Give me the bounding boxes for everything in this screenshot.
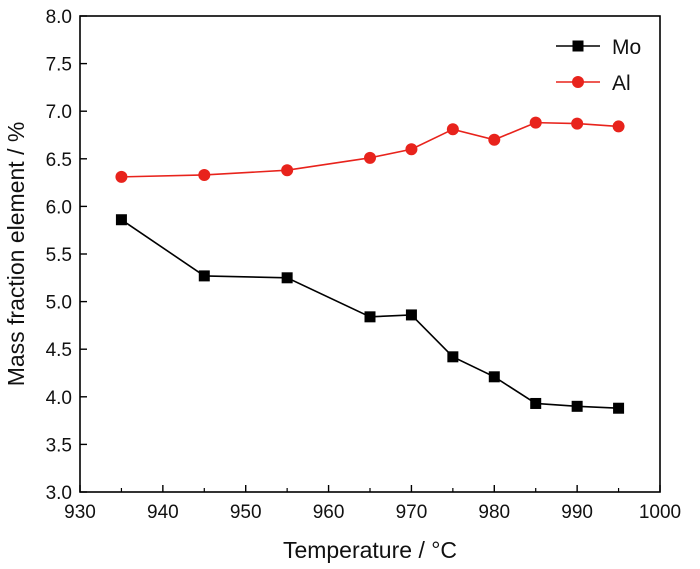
y-tick-label: 8.0 — [46, 7, 72, 28]
data-point-al — [488, 133, 501, 146]
x-tick-label: 990 — [561, 502, 593, 523]
x-tick-label: 960 — [313, 502, 345, 523]
legend-marker-mo — [572, 40, 584, 52]
x-tick-label: 940 — [147, 502, 179, 523]
data-point-mo — [613, 402, 625, 414]
data-point-al — [571, 117, 584, 130]
legend-item-mo: Mo — [556, 36, 641, 59]
y-tick-label: 7.5 — [46, 55, 72, 76]
series-line-mo — [120, 219, 619, 410]
x-tick-label: 930 — [64, 502, 96, 523]
data-point-mo — [115, 214, 127, 226]
y-tick-label: 5.5 — [46, 245, 72, 266]
x-axis-ticks: 930 940 950 960 970 980 990 1000 — [64, 485, 681, 523]
data-point-mo — [198, 270, 210, 282]
y-axis-title: Mass fraction element / % — [3, 122, 29, 387]
series-layer — [115, 116, 625, 414]
data-point-mo — [281, 272, 293, 284]
y-tick-label: 6.0 — [46, 197, 72, 218]
series-al — [115, 116, 625, 183]
plot-frame — [79, 15, 661, 493]
x-axis-title: Temperature / °C — [283, 537, 457, 563]
data-point-mo — [530, 397, 542, 409]
y-tick-label: 3.5 — [46, 435, 72, 456]
data-point-mo — [447, 351, 459, 363]
y-tick-label: 7.0 — [46, 102, 72, 123]
data-point-mo — [571, 400, 583, 412]
data-point-mo — [488, 371, 500, 383]
y-tick-label: 5.0 — [46, 293, 72, 314]
data-point-mo — [405, 309, 417, 321]
data-point-al — [405, 143, 418, 156]
data-point-al — [281, 164, 294, 177]
y-tick-label: 3.0 — [46, 483, 72, 504]
data-point-al — [612, 120, 625, 133]
series-line-al — [121, 121, 619, 178]
x-tick-label: 1000 — [639, 502, 681, 523]
x-tick-label: 950 — [230, 502, 262, 523]
y-tick-label: 4.5 — [46, 340, 72, 361]
x-tick-label: 980 — [478, 502, 510, 523]
x-tick-label: 970 — [396, 502, 428, 523]
data-point-al — [529, 116, 542, 129]
legend-label-mo: Mo — [612, 36, 641, 59]
series-mo — [115, 214, 625, 414]
data-point-al — [115, 170, 128, 183]
data-point-al — [198, 168, 211, 181]
data-point-al — [446, 123, 459, 136]
y-axis-ticks: 3.0 3.5 4.0 4.5 5.0 5.5 6.0 6.5 7.0 7.5 8.0 — [46, 7, 87, 504]
y-tick-label: 4.0 — [46, 388, 72, 409]
legend-marker-al — [572, 76, 584, 88]
legend-label-al: Al — [612, 72, 631, 95]
data-point-mo — [364, 311, 376, 323]
y-tick-label: 6.5 — [46, 150, 72, 171]
legend-item-al: Al — [556, 72, 631, 95]
legend: Mo Al — [556, 36, 641, 95]
data-point-al — [364, 151, 376, 164]
